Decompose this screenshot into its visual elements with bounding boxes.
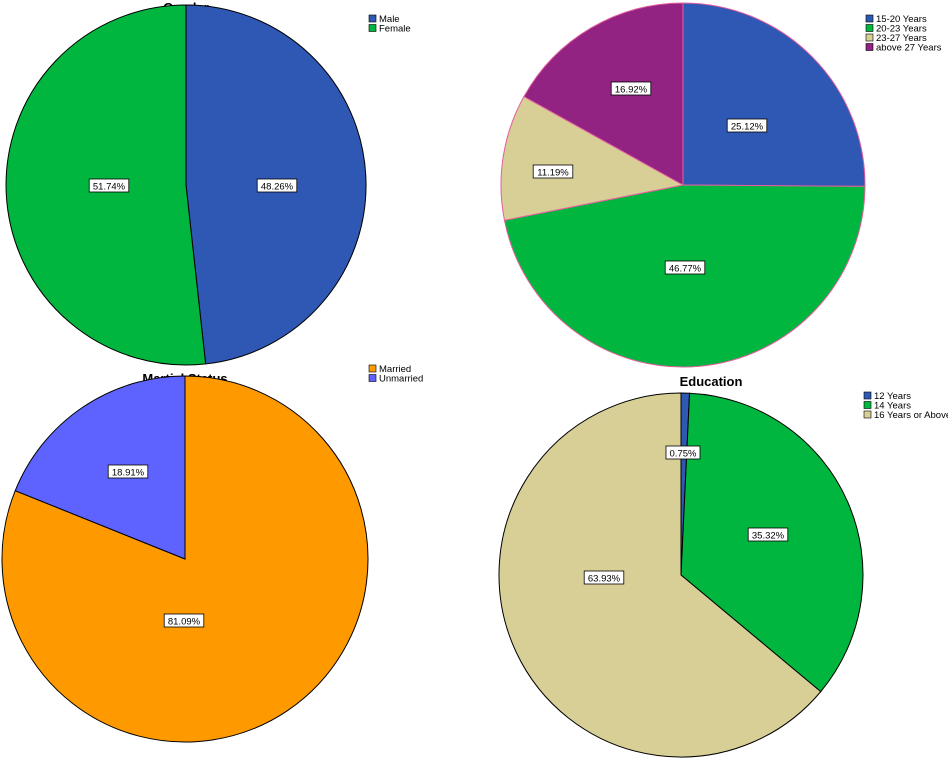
age-data-label-above-27-years: 16.92% [610,81,652,96]
svg-text:0.75%: 0.75% [670,449,697,460]
svg-text:48.26%: 48.26% [261,182,294,193]
education-legend-item-16-years-or-above: 16 Years or Above [863,410,948,421]
age-data-label-15-20-years: 25.12% [726,118,768,133]
age-data-label-23-27-years: 11.19% [532,164,574,179]
svg-text:Female: Female [379,24,411,35]
svg-text:Male: Male [379,14,400,25]
martial-status-legend-item-unmarried: Unmarried [368,374,423,385]
svg-text:25.12%: 25.12% [731,122,764,133]
svg-text:35.32%: 35.32% [752,531,785,542]
svg-text:18.91%: 18.91% [112,468,145,479]
education-slice-14-years [680,392,864,693]
education-legend-item-12-years: 12 Years [863,391,911,402]
age-slice-23-27-years [500,95,685,221]
age-legend-item-23-27-years: 23-27 Years [865,33,927,44]
age-slice-above-27-years [523,2,684,186]
education-data-label-12-years: 0.75% [665,445,701,460]
svg-text:63.93%: 63.93% [588,574,621,585]
martial-status-data-label-unmarried: 18.91% [107,464,149,479]
martial-status-slice-unmarried [14,375,186,560]
svg-text:11.19%: 11.19% [537,168,569,179]
svg-text:Unmarried: Unmarried [379,374,423,385]
age-legend-item-above-27-years: above 27 Years [865,43,942,54]
svg-text:Married: Married [379,364,411,375]
svg-text:20-23 Years: 20-23 Years [876,24,927,35]
gender-legend-item-male: Male [368,14,400,25]
education-data-label-16-years-or-above: 63.93% [583,570,625,585]
age-slice-15-20-years [682,2,866,187]
gender-data-label-male: 48.26% [256,178,298,193]
martial-status-data-label-married: 81.09% [163,613,205,628]
education-chart-title: Education [680,374,743,389]
age-legend-item-20-23-years: 20-23 Years [865,24,927,35]
svg-text:81.09%: 81.09% [168,617,201,628]
education-data-label-14-years: 35.32% [747,527,789,542]
svg-text:16.92%: 16.92% [615,85,648,96]
gender-legend-item-female: Female [368,24,411,35]
age-legend-item-15-20-years: 15-20 Years [865,14,927,25]
svg-text:51.74%: 51.74% [93,182,126,193]
svg-text:23-27 Years: 23-27 Years [876,33,927,44]
age-chart: Age25.12%46.77%11.19%16.92%15-20 Years20… [500,0,942,368]
svg-text:above 27 Years: above 27 Years [876,43,942,54]
svg-text:16 Years or Above: 16 Years or Above [874,410,948,421]
gender-data-label-female: 51.74% [88,178,130,193]
age-data-label-20-23-years: 46.77% [664,260,706,275]
svg-text:12 Years: 12 Years [874,391,911,402]
svg-text:15-20 Years: 15-20 Years [876,14,927,25]
martial-status-chart: Martial Status81.09%18.91%MarriedUnmarri… [1,364,423,743]
age-slice-20-23-years [503,184,866,368]
svg-text:14 Years: 14 Years [874,401,911,412]
education-slice-16-years-or-above [498,392,822,758]
martial-status-legend-item-married: Married [368,364,411,375]
education-legend-item-14-years: 14 Years [863,401,911,412]
svg-text:46.77%: 46.77% [669,264,702,275]
